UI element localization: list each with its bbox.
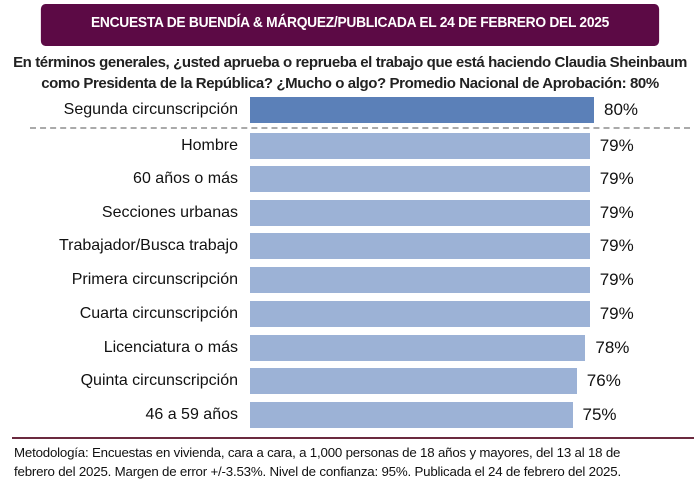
category-label: Quinta circunscripción	[80, 372, 238, 389]
bar	[250, 402, 573, 428]
bar	[250, 200, 590, 226]
category-label: Segunda circunscripción	[63, 101, 238, 118]
value-label: 79%	[599, 169, 634, 188]
category-label: Secciones urbanas	[101, 204, 238, 221]
value-label: 76%	[586, 371, 621, 390]
value-label: 79%	[599, 136, 634, 155]
value-label: 79%	[599, 270, 634, 289]
category-label: Trabajador/Busca trabajo	[58, 237, 238, 254]
separator-dashed	[30, 127, 690, 129]
bar	[250, 133, 590, 159]
bar	[250, 368, 577, 394]
bar	[250, 233, 590, 259]
category-label: Cuarta circunscripción	[79, 305, 238, 322]
methodology-line-1: Metodología: Encuestas en vivienda, cara…	[14, 445, 621, 460]
bar	[250, 166, 590, 192]
value-label: 79%	[599, 203, 634, 222]
value-label: 79%	[599, 236, 634, 255]
methodology-note: Metodología: Encuestas en vivienda, cara…	[14, 443, 694, 481]
bar	[250, 301, 590, 327]
category-label: Hombre	[181, 137, 238, 154]
bar	[250, 97, 594, 123]
category-label: Licenciatura o más	[103, 339, 238, 356]
value-label: 79%	[599, 304, 634, 323]
value-label: 78%	[595, 338, 630, 357]
question-text: En términos generales, ¿usted aprueba o …	[0, 52, 700, 94]
bar	[250, 267, 590, 293]
bar	[250, 335, 586, 361]
value-label: 80%	[604, 100, 639, 119]
footer-rule	[12, 437, 694, 439]
category-label: Primera circunscripción	[71, 271, 238, 288]
question-line-2: como Presidenta de la República? ¿Mucho …	[41, 75, 659, 92]
category-label: 46 a 59 años	[145, 406, 238, 423]
methodology-line-2: febrero del 2025. Margen de error +/-3.5…	[14, 464, 621, 479]
question-line-1: En términos generales, ¿usted aprueba o …	[13, 54, 687, 71]
category-label: 60 años o más	[133, 170, 238, 187]
survey-banner: ENCUESTA DE BUENDÍA & MÁRQUEZ/PUBLICADA …	[40, 4, 660, 46]
value-label: 75%	[582, 405, 617, 424]
